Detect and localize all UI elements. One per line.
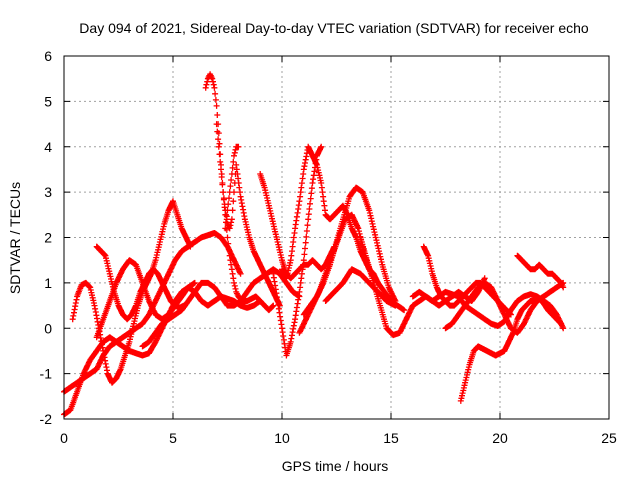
y-tick-label: 2 xyxy=(44,230,52,246)
series-arc-5 xyxy=(93,257,198,341)
series-arc-14 xyxy=(300,184,399,318)
series-arc-15 xyxy=(322,266,399,309)
x-axis-label: GPS time / hours xyxy=(282,458,389,474)
series-arc-10 xyxy=(257,171,338,282)
series-arc-9 xyxy=(222,143,242,232)
x-tick-label: 10 xyxy=(274,430,290,446)
series-arc-3 xyxy=(69,198,194,386)
x-axis: 0 5 10 15 20 25 xyxy=(60,56,617,446)
x-tick-label: 5 xyxy=(169,430,177,446)
y-axis: -2 -1 0 1 2 3 4 5 6 xyxy=(40,48,609,427)
y-tick-label: -1 xyxy=(40,366,53,382)
x-tick-label: 0 xyxy=(60,430,68,446)
x-tick-label: 25 xyxy=(601,430,617,446)
y-tick-label: 5 xyxy=(44,93,52,109)
y-tick-label: 6 xyxy=(44,48,52,64)
series-arc-11 xyxy=(270,143,325,359)
y-tick-label: 1 xyxy=(44,275,52,291)
series-arc-21 xyxy=(409,275,488,309)
grid-lines xyxy=(64,56,609,419)
y-tick-label: 4 xyxy=(44,139,52,155)
y-tick-label: 0 xyxy=(44,320,52,336)
data-markers xyxy=(61,71,567,418)
chart-title: Day 094 of 2021, Sidereal Day-to-day VTE… xyxy=(79,20,589,36)
series-arc-8 xyxy=(213,121,283,309)
y-tick-label: 3 xyxy=(44,184,52,200)
x-tick-label: 15 xyxy=(383,430,399,446)
y-axis-label: SDTVAR / TECUs xyxy=(7,182,23,294)
x-tick-label: 20 xyxy=(492,430,508,446)
series-arc-20 xyxy=(514,252,567,291)
y-tick-label: -2 xyxy=(40,411,53,427)
